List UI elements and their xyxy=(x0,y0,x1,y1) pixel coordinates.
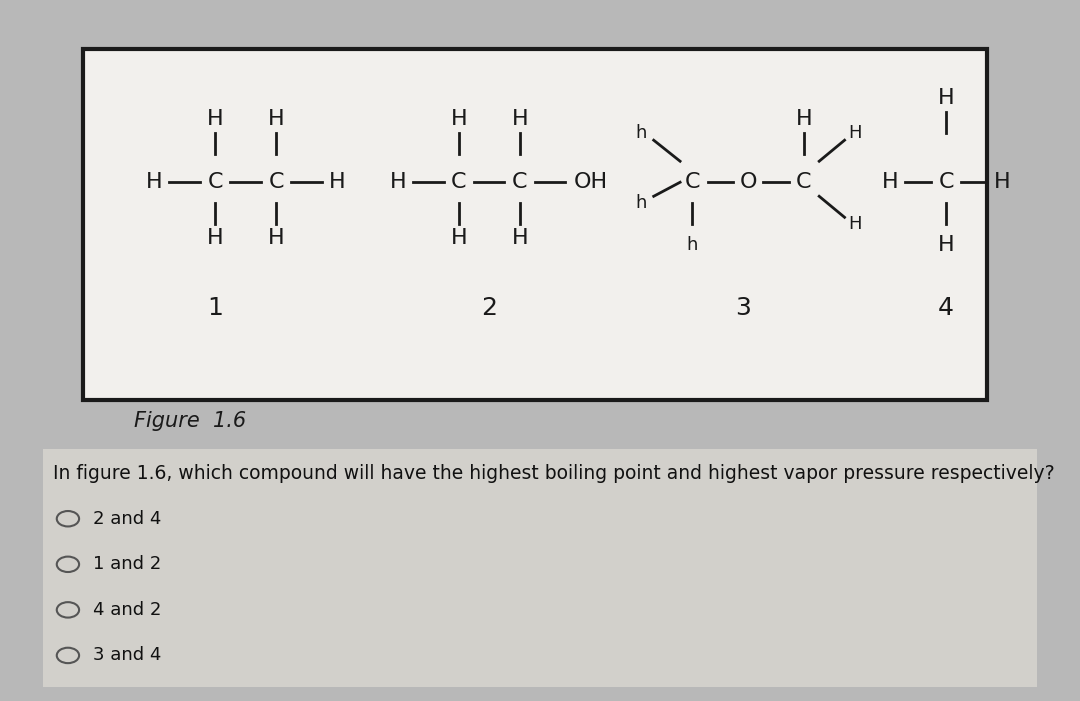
Text: H: H xyxy=(328,172,346,192)
Text: H: H xyxy=(848,215,862,233)
Text: H: H xyxy=(450,229,467,248)
Text: H: H xyxy=(450,109,467,129)
Text: C: C xyxy=(451,172,467,192)
Text: h: h xyxy=(636,124,647,142)
Text: 4 and 2: 4 and 2 xyxy=(93,601,162,619)
Text: In figure 1.6, which compound will have the highest boiling point and highest va: In figure 1.6, which compound will have … xyxy=(53,463,1054,483)
Text: H: H xyxy=(512,229,528,248)
Text: OH: OH xyxy=(573,172,608,192)
Text: H: H xyxy=(994,172,1010,192)
Text: H: H xyxy=(268,109,284,129)
Text: H: H xyxy=(848,124,862,142)
Text: H: H xyxy=(207,109,224,129)
Text: 1: 1 xyxy=(207,297,224,320)
Text: H: H xyxy=(512,109,528,129)
Text: 3 and 4: 3 and 4 xyxy=(93,646,162,665)
Text: 1 and 2: 1 and 2 xyxy=(93,555,162,573)
Text: 3: 3 xyxy=(735,297,751,320)
Text: C: C xyxy=(796,172,812,192)
Text: C: C xyxy=(207,172,222,192)
Text: Figure  1.6: Figure 1.6 xyxy=(134,411,246,430)
Text: C: C xyxy=(685,172,700,192)
Text: H: H xyxy=(882,172,899,192)
Text: 2 and 4: 2 and 4 xyxy=(93,510,162,528)
Text: H: H xyxy=(937,88,955,108)
Text: H: H xyxy=(268,229,284,248)
Text: h: h xyxy=(636,194,647,212)
Text: H: H xyxy=(146,172,162,192)
Text: 2: 2 xyxy=(482,297,497,320)
Text: H: H xyxy=(937,236,955,255)
Text: H: H xyxy=(390,172,406,192)
Text: C: C xyxy=(268,172,284,192)
Text: H: H xyxy=(207,229,224,248)
FancyBboxPatch shape xyxy=(83,49,987,400)
Text: H: H xyxy=(796,109,812,129)
FancyBboxPatch shape xyxy=(42,449,1038,687)
Text: h: h xyxy=(687,236,698,254)
Text: C: C xyxy=(939,172,954,192)
Text: C: C xyxy=(512,172,527,192)
Text: O: O xyxy=(740,172,757,192)
Text: 4: 4 xyxy=(939,297,954,320)
